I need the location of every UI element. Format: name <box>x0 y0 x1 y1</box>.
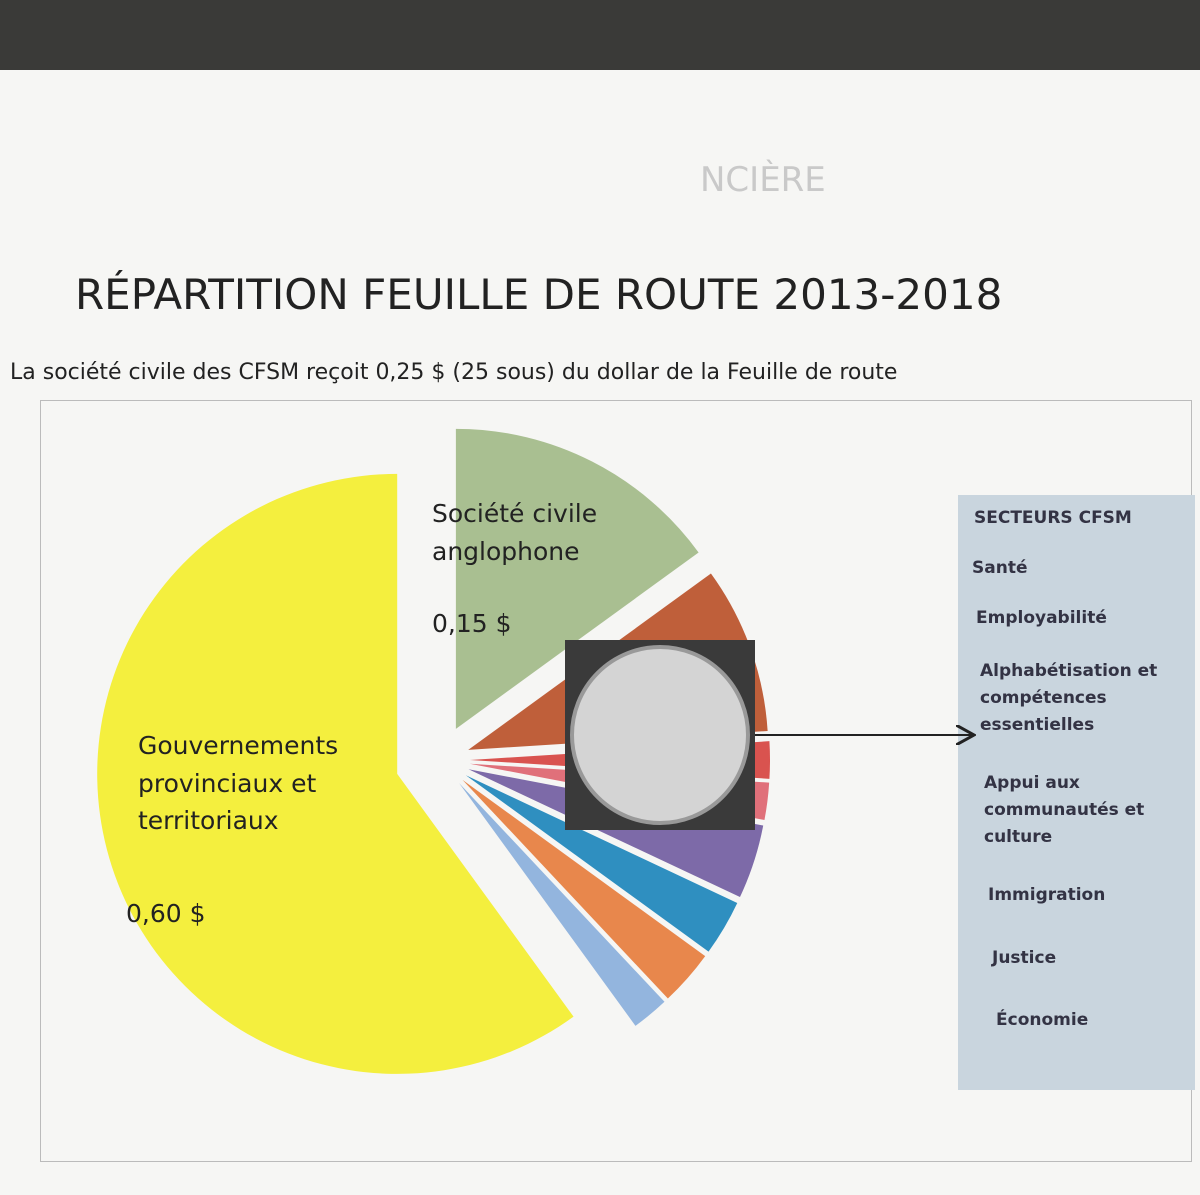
pie-slice <box>455 428 699 729</box>
background-text: NCIÈRE <box>700 160 826 200</box>
pie-slice <box>462 779 706 999</box>
chart-title: RÉPARTITION FEUILLE DE ROUTE 2013-2018 <box>75 270 1003 319</box>
pie-slice <box>468 769 764 898</box>
sector-item: Économie <box>996 1010 1089 1030</box>
coin <box>570 645 750 825</box>
pie-slice <box>465 775 738 952</box>
sector-item: Alphabétisation et compétences essentiel… <box>980 661 1158 736</box>
slice-label: Société civile anglophone <box>432 499 598 566</box>
value-label: 0,60 $ <box>126 899 206 928</box>
sectors-box <box>958 495 1195 1090</box>
chart-subtitle: La société civile des CFSM reçoit 0,25 $… <box>10 360 898 385</box>
sector-item: Justice <box>992 948 1057 968</box>
pie-slice <box>459 783 665 1026</box>
sectors-title: SECTEURS CFSM <box>974 508 1132 528</box>
value-label: 0,15 $ <box>432 609 512 638</box>
sector-item: Immigration <box>988 885 1106 905</box>
pie-slice <box>97 473 574 1074</box>
slice-label: Gouvernements provinciaux et territoriau… <box>138 731 339 835</box>
sector-item: Santé <box>972 558 1028 578</box>
sector-item: Employabilité <box>976 608 1107 628</box>
sector-item: Appui aux communautés et culture <box>984 773 1145 848</box>
